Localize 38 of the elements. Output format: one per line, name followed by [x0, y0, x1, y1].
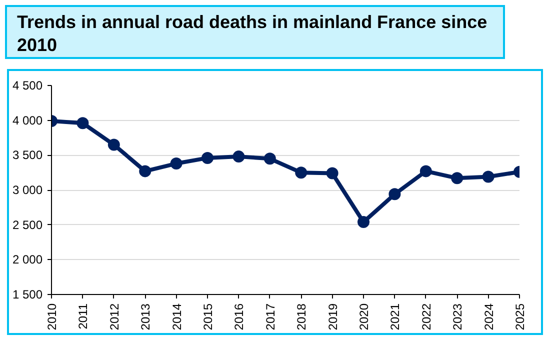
- x-tick-label: 2018: [294, 303, 309, 330]
- y-tick-label: 4 500: [12, 78, 43, 92]
- x-tick-label: 2022: [419, 303, 434, 330]
- point: [358, 216, 370, 228]
- point: [420, 165, 432, 178]
- point: [388, 188, 401, 200]
- chart-title: Trends in annual road deaths in mainland France since 2010: [17, 11, 488, 58]
- point: [108, 138, 120, 151]
- point: [202, 152, 214, 164]
- y-tick-label: 3 000: [12, 183, 43, 197]
- point: [295, 166, 308, 179]
- x-tick-label: 2017: [263, 303, 278, 330]
- x-tick-label: 2021: [388, 303, 402, 330]
- x-tick-label: 2023: [450, 303, 465, 330]
- point: [451, 172, 464, 184]
- y-tick-label: 4 000: [12, 113, 43, 128]
- x-tick-label: 2011: [76, 303, 90, 330]
- x-tick-label: 2019: [326, 303, 340, 330]
- x-tick-label: 2024: [482, 303, 496, 330]
- y-tick-label: 3 500: [12, 148, 43, 162]
- point: [139, 165, 152, 178]
- x-tick-label: 2025: [513, 303, 527, 330]
- x-tick-label: 2016: [232, 303, 246, 330]
- point: [170, 158, 182, 170]
- y-tick-label: 1 500: [12, 288, 43, 302]
- point: [232, 150, 245, 163]
- point: [76, 117, 89, 130]
- y-tick-label: 2 500: [12, 218, 43, 232]
- point: [326, 167, 338, 180]
- point: [482, 170, 494, 183]
- x-tick-label: 2014: [170, 303, 184, 330]
- x-tick-label: 2012: [107, 303, 122, 330]
- x-tick-label: 2015: [201, 303, 215, 330]
- point: [264, 152, 276, 165]
- x-tick-label: 2020: [357, 303, 371, 330]
- x-tick-label: 2013: [138, 303, 153, 330]
- x-tick-label: 2010: [45, 303, 59, 330]
- y-tick-label: 2 000: [12, 252, 43, 267]
